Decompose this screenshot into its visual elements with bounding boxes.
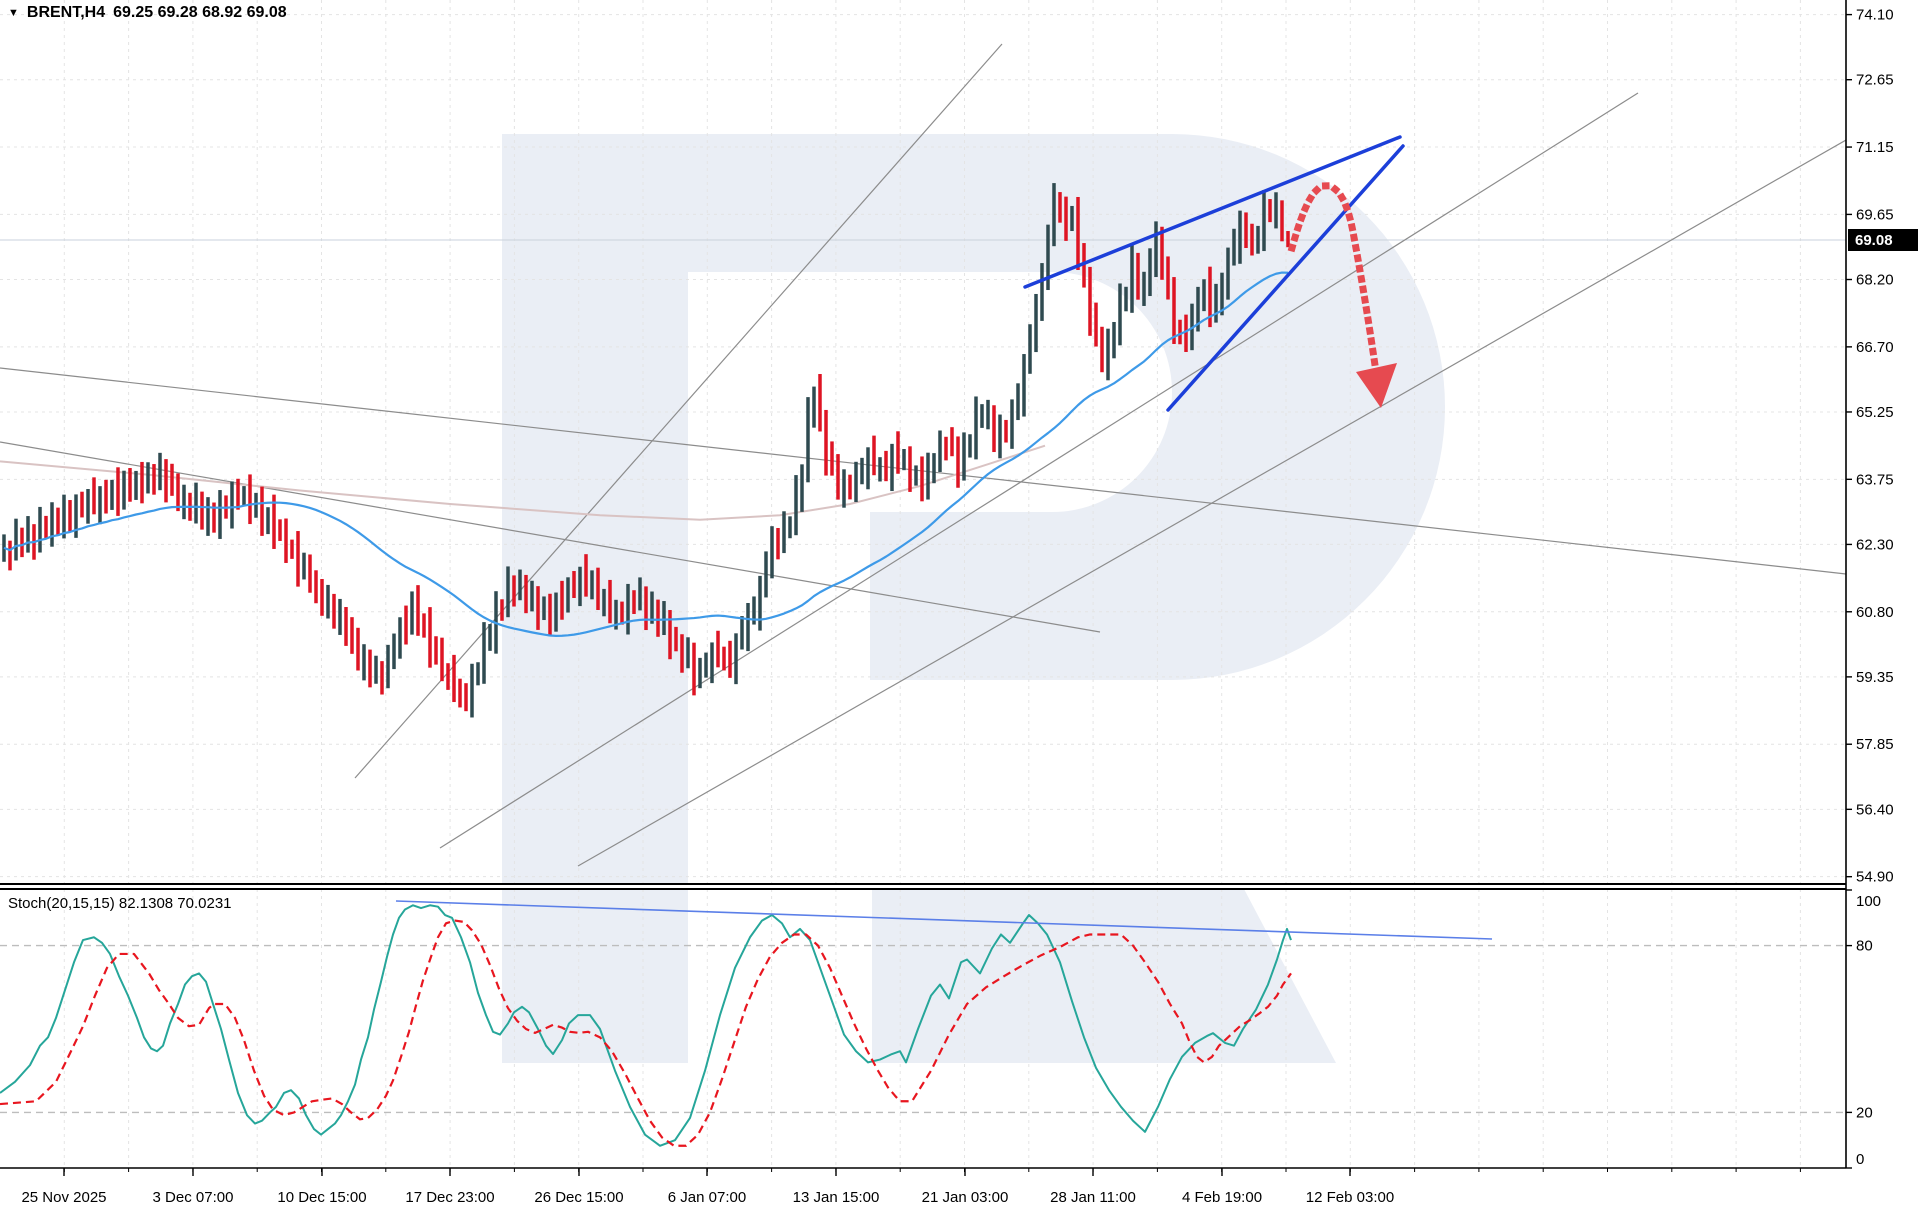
price-tick-label: 68.20	[1856, 272, 1894, 289]
ohlc-quote-values: 69.25 69.28 68.92 69.08	[113, 4, 287, 21]
time-tick-label: 12 Feb 03:00	[1306, 1189, 1394, 1206]
price-tick-label: 56.40	[1856, 801, 1894, 818]
price-tick-label: 57.85	[1856, 736, 1894, 753]
stoch-scale-label: 0	[1856, 1151, 1864, 1168]
price-tick-label: 69.65	[1856, 206, 1894, 223]
time-tick-label: 26 Dec 15:00	[534, 1189, 623, 1206]
price-tick-label: 74.10	[1856, 7, 1894, 24]
stoch-scale-label: 20	[1856, 1104, 1873, 1121]
symbol-timeframe-label: BRENT,H4	[26, 4, 106, 21]
price-tick-label: 60.80	[1856, 604, 1894, 621]
symbol-title-bar: ▼ BRENT,H4 69.25 69.28 68.92 69.08	[8, 4, 287, 22]
time-tick-label: 4 Feb 19:00	[1182, 1189, 1262, 1206]
time-tick-label: 10 Dec 15:00	[277, 1189, 366, 1206]
blue-wedge-trendlines[interactable]	[1023, 135, 1405, 412]
price-tick-label: 72.65	[1856, 72, 1894, 89]
broker-watermark-logo	[502, 134, 1445, 1063]
current-price-value: 69.08	[1855, 232, 1893, 249]
price-tick-label: 65.25	[1856, 404, 1894, 421]
price-axis[interactable]: 74.10 72.65 71.15 69.65 68.20 66.70 65.25 63.75…	[1845, 0, 1918, 1169]
stoch-k-line	[0, 904, 1292, 1147]
ma-fast-line	[3, 271, 1289, 637]
time-tick-label: 13 Jan 15:00	[793, 1189, 880, 1206]
time-axis[interactable]: 25 Nov 2025 3 Dec 07:00 10 Dec 15:00 17 Dec…	[0, 1167, 1846, 1206]
stoch-scale-label: 80	[1856, 938, 1873, 955]
stochastic-indicator-label: Stoch(20,15,15) 82.1308 70.0231	[8, 895, 232, 912]
forecast-arrow[interactable]	[1287, 182, 1397, 408]
price-tick-label: 63.75	[1856, 471, 1894, 488]
time-tick-label: 6 Jan 07:00	[668, 1189, 746, 1206]
price-tick-label: 54.90	[1856, 869, 1894, 886]
price-tick-label: 62.30	[1856, 536, 1894, 553]
time-tick-label: 17 Dec 23:00	[405, 1189, 494, 1206]
time-tick-label: 21 Jan 03:00	[922, 1189, 1009, 1206]
symbol-dropdown-icon[interactable]: ▼	[8, 6, 19, 19]
stoch-trendline[interactable]	[395, 900, 1493, 940]
time-tick-label: 25 Nov 2025	[21, 1189, 106, 1206]
stoch-d-line	[0, 919, 1292, 1147]
grid-lines	[0, 0, 1846, 1168]
price-tick-label: 66.70	[1856, 339, 1894, 356]
time-tick-label: 28 Jan 11:00	[1050, 1189, 1136, 1206]
current-price-badge	[1848, 229, 1918, 251]
price-tick-label: 71.15	[1856, 139, 1894, 156]
stoch-scale-label: 100	[1856, 893, 1881, 910]
time-tick-label: 3 Dec 07:00	[153, 1189, 234, 1206]
arrow-head-icon	[1356, 363, 1397, 408]
price-tick-label: 59.35	[1856, 669, 1894, 686]
